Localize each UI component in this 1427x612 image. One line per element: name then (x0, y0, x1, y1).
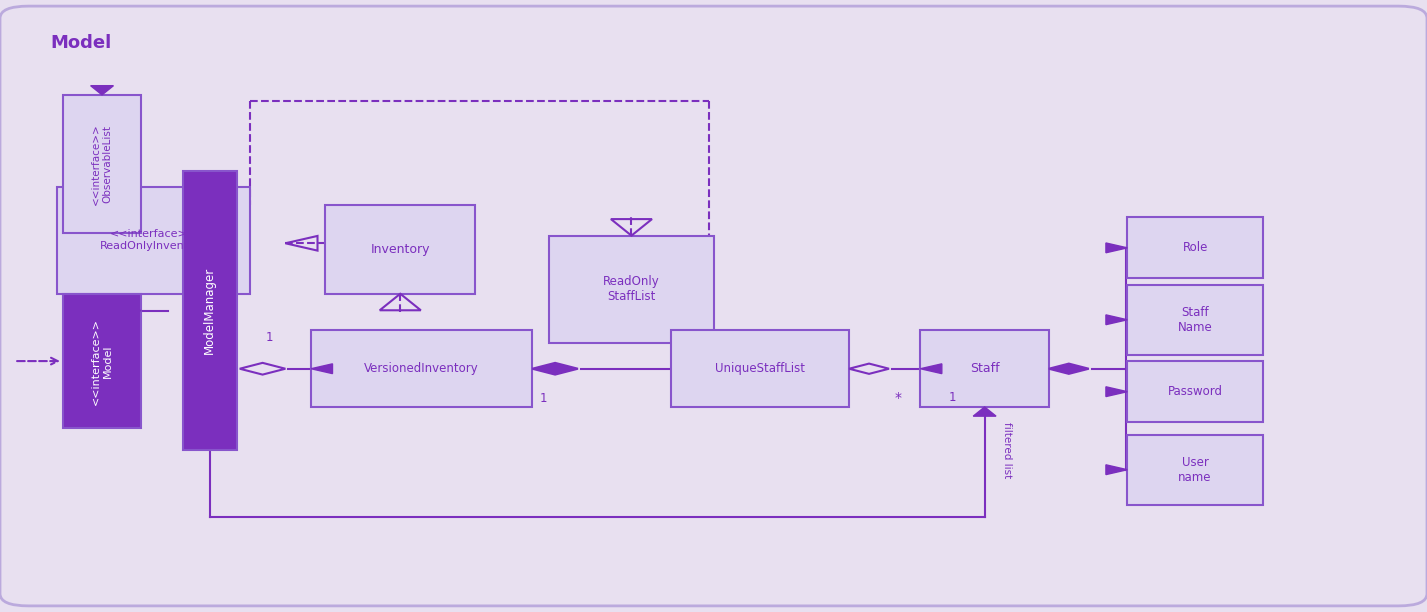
FancyBboxPatch shape (311, 330, 532, 407)
Polygon shape (849, 364, 889, 374)
Text: Staff
Name: Staff Name (1177, 306, 1213, 334)
FancyBboxPatch shape (1127, 217, 1263, 278)
FancyBboxPatch shape (63, 95, 141, 233)
Text: ReadOnly
StaffList: ReadOnly StaffList (604, 275, 659, 303)
FancyBboxPatch shape (57, 187, 250, 294)
Text: User
name: User name (1179, 456, 1212, 483)
Text: UniqueStaffList: UniqueStaffList (715, 362, 805, 375)
Polygon shape (1049, 364, 1089, 374)
Text: Staff: Staff (970, 362, 999, 375)
FancyBboxPatch shape (183, 171, 237, 450)
FancyBboxPatch shape (1127, 285, 1263, 355)
Text: <<interface>>
ReadOnlyInventory: <<interface>> ReadOnlyInventory (100, 230, 207, 251)
Text: 1: 1 (265, 331, 273, 344)
FancyBboxPatch shape (549, 236, 714, 343)
Text: Role: Role (1183, 241, 1207, 255)
Polygon shape (120, 306, 141, 316)
Text: <<interface>>
Model: <<interface>> Model (91, 318, 113, 405)
FancyBboxPatch shape (0, 6, 1427, 606)
Text: *: * (895, 392, 902, 405)
Polygon shape (1106, 387, 1127, 397)
Polygon shape (1106, 243, 1127, 253)
Text: VersionedInventory: VersionedInventory (364, 362, 479, 375)
Text: Inventory: Inventory (371, 243, 430, 256)
FancyBboxPatch shape (1127, 435, 1263, 505)
Text: Model: Model (50, 34, 111, 51)
Polygon shape (91, 86, 113, 95)
Polygon shape (1106, 315, 1127, 325)
Polygon shape (311, 364, 332, 373)
Polygon shape (240, 363, 285, 375)
FancyBboxPatch shape (920, 330, 1049, 407)
FancyBboxPatch shape (63, 294, 141, 428)
Text: filtered list: filtered list (1002, 422, 1012, 478)
Polygon shape (920, 364, 942, 373)
Polygon shape (1106, 465, 1127, 475)
Text: Password: Password (1167, 385, 1223, 398)
Text: 1: 1 (539, 392, 547, 405)
Polygon shape (532, 363, 578, 375)
Text: 1: 1 (949, 391, 956, 404)
Text: <<interface>>
ObservableList: <<interface>> ObservableList (91, 123, 113, 204)
FancyBboxPatch shape (325, 205, 475, 294)
FancyBboxPatch shape (671, 330, 849, 407)
FancyBboxPatch shape (1127, 361, 1263, 422)
Polygon shape (973, 407, 996, 416)
Text: ModelManager: ModelManager (203, 267, 217, 354)
